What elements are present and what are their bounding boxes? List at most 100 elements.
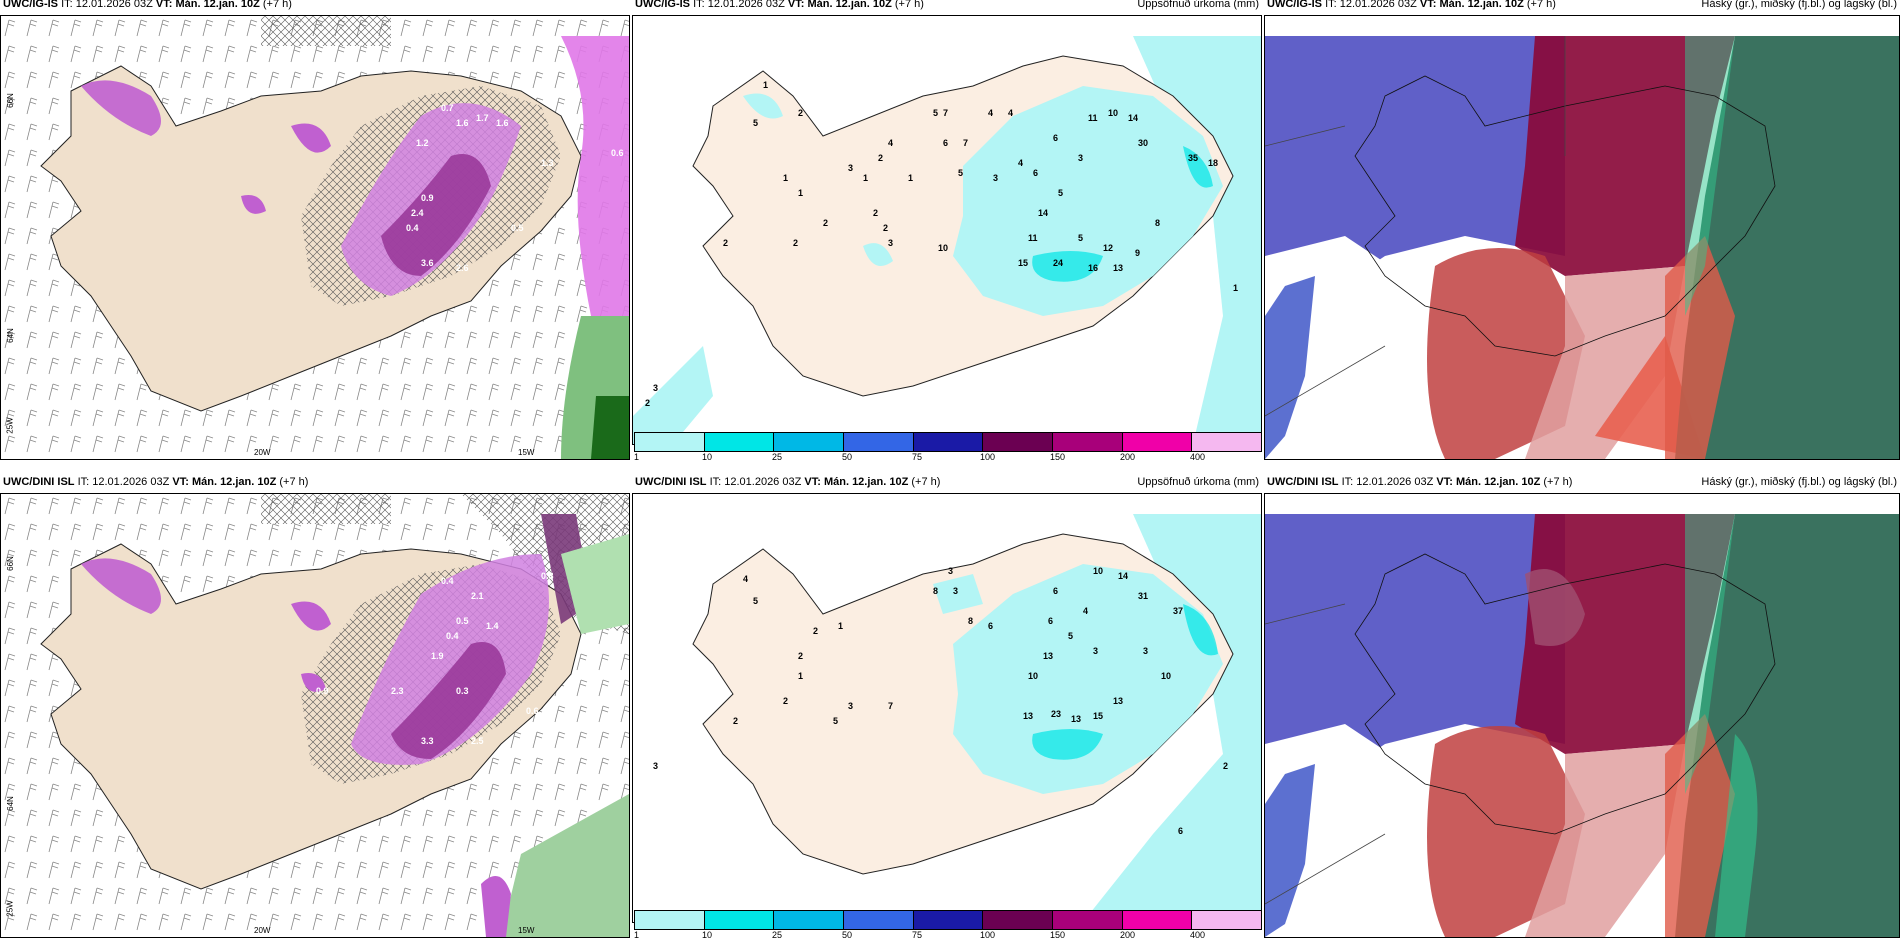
iceland-coastline — [1354, 553, 1776, 835]
lon-label-25: 25W — [5, 900, 15, 917]
svg-text:6: 6 — [1053, 133, 1058, 143]
svg-text:1.6: 1.6 — [456, 118, 469, 128]
svg-text:2: 2 — [645, 398, 650, 408]
colorbar-swatch — [1192, 911, 1262, 929]
panel-title: UWC/DINI ISL IT: 12.01.2026 03Z VT: Mán.… — [635, 476, 941, 488]
colorbar-swatch — [1053, 911, 1123, 929]
svg-text:1.4: 1.4 — [486, 621, 499, 631]
svg-text:0.6: 0.6 — [611, 148, 624, 158]
row-bottom: UWC/DINI ISL IT: 12.01.2026 03Z VT: Mán.… — [0, 476, 1900, 948]
svg-text:4: 4 — [1083, 606, 1088, 616]
svg-text:1: 1 — [763, 80, 768, 90]
map-cloud-cover — [1265, 16, 1899, 459]
map-accumulated-precip: 4 5 2 2 1 2 1 2 5 3 7 8 3 3 8 6 10 14 31… — [653, 514, 1261, 922]
svg-text:23: 23 — [1051, 709, 1061, 719]
colorbar-ticks-top: 1 10 25 50 75 100 150 200 400 — [634, 452, 1206, 462]
colorbar-bottom — [634, 910, 1262, 930]
svg-text:2: 2 — [878, 153, 883, 163]
svg-text:5: 5 — [933, 108, 938, 118]
panel-accumulated-precip-bottom: UWC/DINI ISL IT: 12.01.2026 03Z VT: Mán.… — [632, 476, 1262, 923]
svg-text:0.7: 0.7 — [441, 103, 454, 113]
svg-text:3: 3 — [888, 238, 893, 248]
lon-label-15: 15W — [518, 448, 535, 457]
svg-text:5: 5 — [753, 118, 758, 128]
svg-text:3: 3 — [948, 566, 953, 576]
panel-precip-type-bottom: UWC/DINI ISL IT: 12.01.2026 03Z VT: Mán.… — [0, 476, 630, 938]
svg-text:1: 1 — [783, 173, 788, 183]
colorbar-top — [634, 432, 1262, 452]
svg-text:35: 35 — [1188, 153, 1198, 163]
colorbar-swatch — [704, 433, 775, 451]
svg-text:1.9: 1.9 — [431, 651, 444, 661]
map-cloud-cover — [1265, 494, 1899, 937]
colorbar-ticks-bottom: 1 10 25 50 75 100 150 200 400 — [634, 930, 1206, 940]
svg-text:2: 2 — [823, 218, 828, 228]
svg-text:10: 10 — [1108, 108, 1118, 118]
colorbar-swatch — [774, 433, 845, 451]
colorbar-swatch — [983, 433, 1054, 451]
svg-text:1: 1 — [908, 173, 913, 183]
colorbar-swatch — [1192, 433, 1262, 451]
panel-title: UWC/IG-IS IT: 12.01.2026 03Z VT: Mán. 12… — [635, 0, 924, 10]
svg-text:0.6: 0.6 — [526, 706, 539, 716]
colorbar-swatch — [704, 911, 775, 929]
panel-subtitle: Háský (gr.), miðský (fj.bl.) og lágský (… — [1701, 0, 1897, 10]
colorbar-swatch — [635, 433, 705, 451]
svg-text:2.3: 2.3 — [391, 686, 404, 696]
svg-text:31: 31 — [1138, 591, 1148, 601]
svg-text:3: 3 — [848, 701, 853, 711]
svg-text:6: 6 — [1178, 826, 1183, 836]
svg-text:14: 14 — [1038, 208, 1048, 218]
precip-value-labels: 5 1 2 1 2 1 2 2 1 3 2 1 2 2 3 10 4 5 7 6 — [645, 80, 1238, 408]
svg-text:13: 13 — [1043, 651, 1053, 661]
svg-text:3: 3 — [653, 383, 658, 393]
svg-text:1.6: 1.6 — [496, 118, 509, 128]
colorbar-swatch — [844, 433, 914, 451]
svg-text:3.3: 3.3 — [421, 736, 434, 746]
svg-text:0.3: 0.3 — [456, 686, 469, 696]
svg-text:2.4: 2.4 — [411, 208, 424, 218]
svg-text:15: 15 — [1018, 258, 1028, 268]
svg-text:2.6: 2.6 — [456, 263, 469, 273]
panel-title: UWC/IG-IS IT: 12.01.2026 03Z VT: Mán. 12… — [1267, 0, 1556, 10]
svg-text:6: 6 — [1053, 586, 1058, 596]
svg-text:1.2: 1.2 — [416, 138, 429, 148]
svg-text:3: 3 — [1078, 153, 1083, 163]
panel-cloud-cover-bottom: UWC/DINI ISL IT: 12.01.2026 03Z VT: Mán.… — [1264, 476, 1900, 938]
panel-subtitle: Háský (gr.), miðský (fj.bl.) og lágský (… — [1701, 476, 1897, 488]
svg-text:9: 9 — [1135, 248, 1140, 258]
svg-text:0.9: 0.9 — [421, 193, 434, 203]
svg-text:2: 2 — [883, 223, 888, 233]
svg-text:8: 8 — [1155, 218, 1160, 228]
svg-text:1.3: 1.3 — [541, 158, 554, 168]
svg-text:0.5: 0.5 — [456, 616, 469, 626]
svg-text:13: 13 — [1071, 714, 1081, 724]
svg-text:3.6: 3.6 — [421, 258, 434, 268]
svg-text:13: 13 — [1113, 263, 1123, 273]
svg-text:37: 37 — [1173, 606, 1183, 616]
svg-text:2: 2 — [813, 626, 818, 636]
colorbar-swatch — [913, 433, 984, 451]
svg-text:4: 4 — [988, 108, 993, 118]
colorbar-swatch — [844, 911, 914, 929]
svg-text:10: 10 — [1093, 566, 1103, 576]
svg-text:0.5: 0.5 — [511, 223, 524, 233]
svg-text:2: 2 — [1223, 761, 1228, 771]
svg-text:7: 7 — [888, 701, 893, 711]
svg-text:0.9: 0.9 — [316, 686, 329, 696]
iceland-coastline — [1354, 75, 1776, 357]
svg-text:13: 13 — [1113, 696, 1123, 706]
lon-label-20: 20W — [254, 448, 271, 457]
svg-text:1: 1 — [1233, 283, 1238, 293]
svg-text:2: 2 — [798, 651, 803, 661]
map-wind-precip: 0.7 1.6 1.7 1.6 1.2 0.9 2.4 0.4 2.6 3.6 … — [1, 16, 629, 459]
svg-text:4: 4 — [888, 138, 893, 148]
svg-text:16: 16 — [1088, 263, 1098, 273]
svg-text:10: 10 — [938, 243, 948, 253]
svg-text:2: 2 — [793, 238, 798, 248]
svg-text:0.4: 0.4 — [406, 223, 419, 233]
svg-text:12: 12 — [1103, 243, 1113, 253]
svg-text:3: 3 — [653, 761, 658, 771]
precip-value-labels: 4 5 2 2 1 2 1 2 5 3 7 8 3 3 8 6 10 14 31… — [653, 566, 1228, 836]
panel-title: UWC/IG-IS IT: 12.01.2026 03Z VT: Mán. 12… — [3, 0, 292, 10]
